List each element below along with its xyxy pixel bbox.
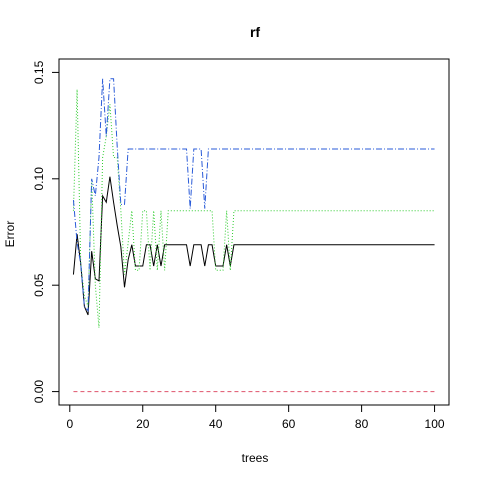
x-axis-label: trees — [242, 451, 269, 465]
series-line-1 — [72, 176, 435, 316]
y-tick-label: 0.15 — [32, 60, 46, 84]
x-tick-label: 100 — [425, 417, 445, 431]
y-tick-label: 0.10 — [32, 167, 46, 191]
y-tick-label: 0.05 — [32, 273, 46, 297]
x-tick-label: 20 — [136, 417, 150, 431]
x-axis: 0 20 40 60 80 100 — [66, 404, 445, 431]
x-tick-label: 80 — [355, 417, 369, 431]
y-axis: 0.00 0.05 0.10 0.15 — [32, 60, 60, 404]
series-line-3 — [72, 89, 435, 328]
series-lines — [72, 78, 435, 393]
x-tick-label: 0 — [66, 417, 73, 431]
x-tick-label: 60 — [282, 417, 296, 431]
x-tick-label: 40 — [209, 417, 223, 431]
y-tick-label: 0.00 — [32, 380, 46, 404]
series-line-4 — [72, 78, 435, 313]
plot-frame — [58, 58, 450, 406]
y-axis-label: Error — [3, 221, 17, 248]
chart-title: rf — [250, 24, 260, 40]
